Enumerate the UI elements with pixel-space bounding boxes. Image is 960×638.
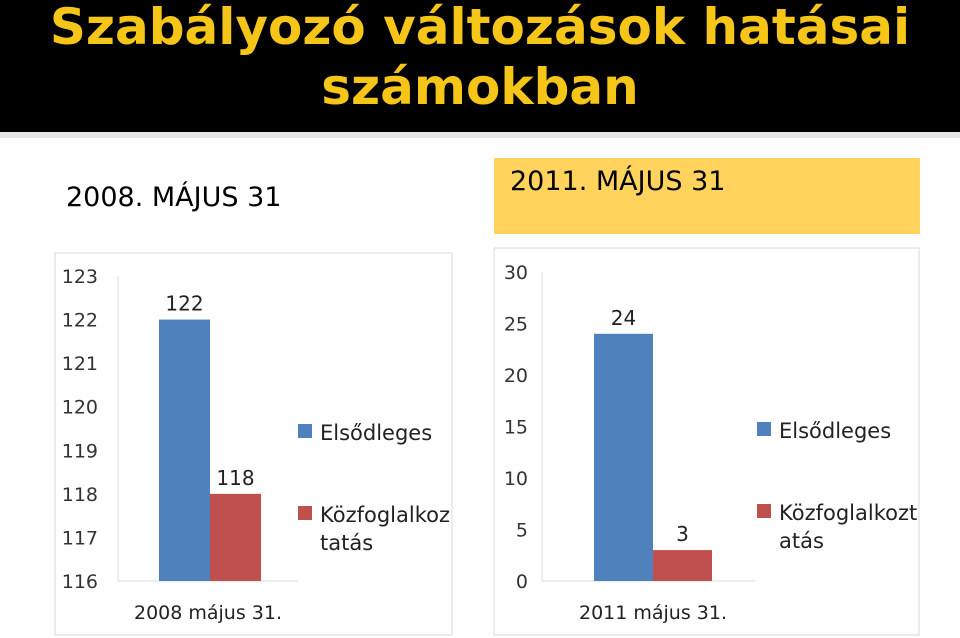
chart1-data-label: 118 xyxy=(216,466,254,490)
chart2-legend-label: Közfoglalkozt xyxy=(779,501,917,525)
chart1-bar-kozfoglalkoztatas xyxy=(210,493,261,581)
date-heading-2011-box: 2011. MÁJUS 31 xyxy=(494,158,920,234)
chart2-y-tick-label: 0 xyxy=(516,571,528,593)
slide-title-line-2: számokban xyxy=(321,58,639,116)
chart1-legend-label: Közfoglalkoz xyxy=(320,503,450,527)
chart1-y-tick-label: 120 xyxy=(62,397,98,419)
chart1-bar-elsodleges xyxy=(159,319,210,581)
chart2-legend-label: Elsődleges xyxy=(779,419,891,443)
chart1-category-label: 2008 május 31. xyxy=(134,602,282,624)
chart2-legend-swatch xyxy=(757,504,771,518)
chart1-y-tick-label: 119 xyxy=(62,440,98,462)
chart2-legend-swatch xyxy=(757,422,771,436)
chart2-y-tick-label: 15 xyxy=(504,417,528,439)
title-band: Szabályozó változások hatásai számokban xyxy=(0,0,960,132)
chart1-y-tick-label: 117 xyxy=(62,527,98,549)
chart2-y-tick-label: 5 xyxy=(516,520,528,542)
chart1-y-tick-label: 123 xyxy=(62,266,98,288)
chart2-data-label: 3 xyxy=(676,522,689,546)
chart2-bar-elsodleges xyxy=(594,333,653,581)
chart2-y-tick-label: 10 xyxy=(504,468,528,490)
chart1-y-tick-label: 122 xyxy=(62,310,98,332)
chart1-y-tick-label: 116 xyxy=(62,571,98,593)
date-heading-2008: 2008. MÁJUS 31 xyxy=(66,182,282,213)
chart2-legend-label: atás xyxy=(779,529,824,553)
slide-title-line-1: Szabályozó változások hatásai xyxy=(49,0,911,56)
date-heading-2011: 2011. MÁJUS 31 xyxy=(510,166,726,197)
chart1-legend-swatch xyxy=(298,506,312,520)
chart2-y-tick-label: 20 xyxy=(504,365,528,387)
chart1-data-label: 122 xyxy=(165,292,203,316)
chart2-y-tick-label: 25 xyxy=(504,314,528,336)
chart2-bar-kozfoglalkoztatas xyxy=(653,550,712,581)
separator-band xyxy=(0,132,960,138)
chart1-legend-label: tatás xyxy=(320,531,373,555)
chart2-data-label: 24 xyxy=(611,306,636,330)
chart1-legend-label: Elsődleges xyxy=(320,421,432,445)
chart1-y-tick-label: 118 xyxy=(62,484,98,506)
chart1-y-tick-label: 121 xyxy=(62,353,98,375)
chart2-y-tick-label: 30 xyxy=(504,262,528,284)
chart2-category-label: 2011 május 31. xyxy=(579,602,727,624)
chart1-legend-swatch xyxy=(298,424,312,438)
